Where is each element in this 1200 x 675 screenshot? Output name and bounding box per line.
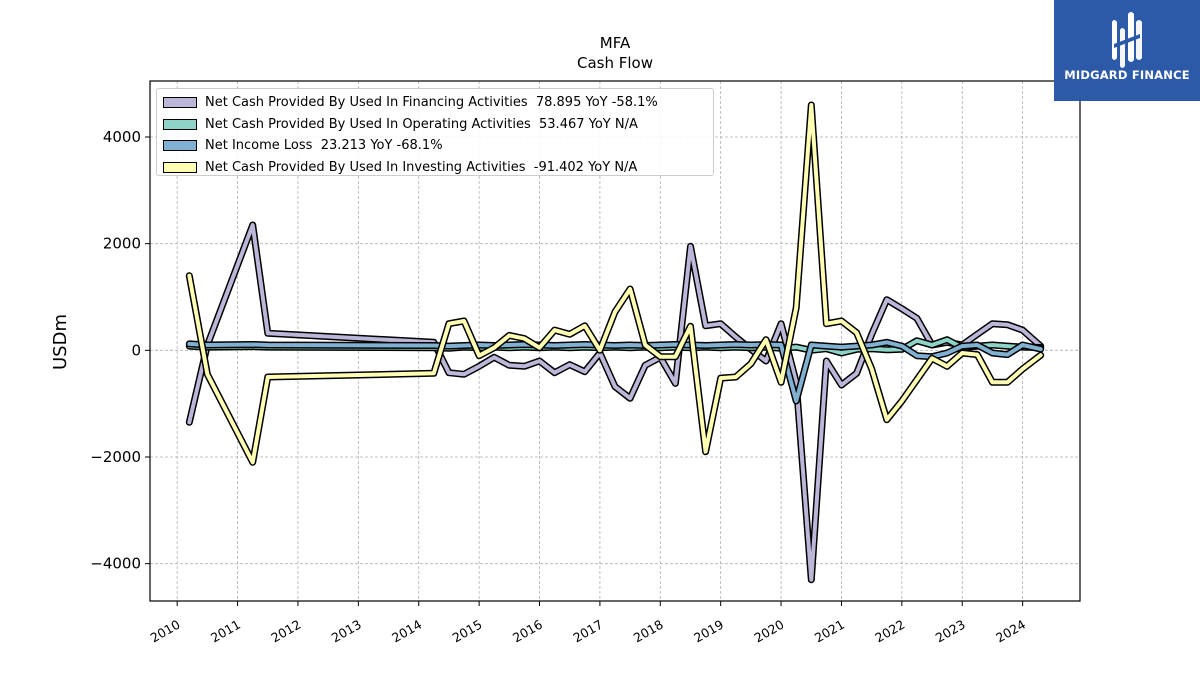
legend-swatch-financing [163,97,197,109]
y-tick-label: −4000 [90,555,141,573]
legend-label-operating: Net Cash Provided By Used In Operating A… [205,116,638,132]
brand-logo: MIDGARD FINANCE [1054,0,1200,101]
series-line-net-income [187,340,1043,403]
x-tick-label: 2017 [570,617,605,646]
x-tick-label: 2012 [268,617,303,646]
x-tick-label: 2021 [812,617,847,646]
plot-frame [149,80,1081,602]
y-tick-label: −2000 [90,448,141,466]
series-line-financing [187,223,1043,582]
y-axis-label: USDm [50,314,71,370]
legend-item-operating: Net Cash Provided By Used In Operating A… [163,114,713,136]
legend-item-investing: Net Cash Provided By Used In Investing A… [163,157,713,179]
series-layer [185,101,1045,584]
chart-subtitle: Cash Flow [577,54,653,72]
legend-label-net-income: Net Income Loss 23.213 YoY -68.1% [205,138,443,154]
x-tick-label: 2016 [510,617,545,646]
legend-label-financing: Net Cash Provided By Used In Financing A… [205,95,658,111]
legend-swatch-net-income [163,140,197,152]
legend-label-investing: Net Cash Provided By Used In Investing A… [205,159,638,175]
x-tick-label: 2019 [691,617,726,646]
legend: Net Cash Provided By Used In Financing A… [156,88,714,176]
y-tick-label: 0 [131,341,141,359]
legend-item-net-income: Net Income Loss 23.213 YoY -68.1% [163,135,713,157]
x-tick-label: 2023 [933,617,968,646]
logo-mark-icon [1112,12,1142,68]
x-tick-label: 2022 [872,617,907,646]
x-tick-label: 2020 [752,617,787,646]
x-axis: 2010 2011 2012 2013 2014 2015 2016 2017 2018 2019… [148,601,1028,646]
legend-swatch-investing [163,161,197,173]
legend-swatch-operating [163,118,197,130]
legend-item-financing: Net Cash Provided By Used In Financing A… [163,92,713,114]
chart-title: MFA [600,34,631,52]
y-tick-label: 2000 [103,235,141,253]
logo-text: MIDGARD FINANCE [1064,68,1190,82]
series-line-investing [187,103,1043,465]
series-outline-financing [185,221,1045,584]
y-tick-label: 4000 [103,128,141,146]
x-tick-label: 2013 [329,617,364,646]
x-tick-label: 2011 [208,617,243,646]
y-axis: −4000 −2000 0 2000 4000 [90,128,150,573]
x-tick-label: 2024 [993,617,1028,646]
x-tick-label: 2018 [631,617,666,646]
x-tick-label: 2014 [389,617,424,646]
x-tick-label: 2015 [450,617,485,646]
x-tick-label: 2010 [148,617,183,646]
